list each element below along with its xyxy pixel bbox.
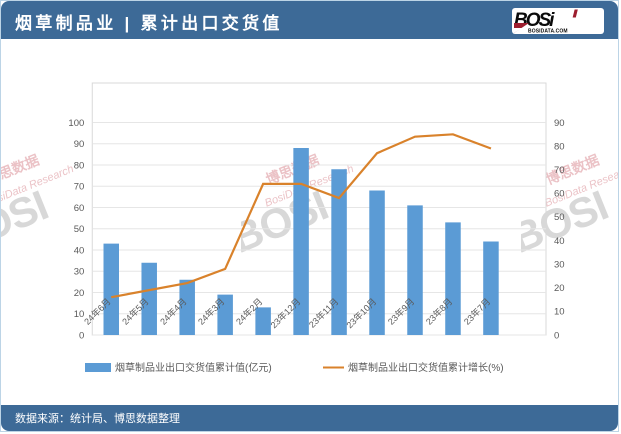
svg-text:50: 50: [74, 224, 85, 235]
svg-text:60: 60: [74, 203, 85, 214]
svg-text:90: 90: [554, 118, 565, 129]
svg-text:40: 40: [554, 236, 565, 247]
svg-text:90: 90: [74, 139, 85, 150]
svg-text:50: 50: [554, 212, 565, 223]
svg-text:20: 20: [554, 283, 565, 294]
svg-text:烟草制品业出口交货值累计增长(%): 烟草制品业出口交货值累计增长(%): [348, 361, 504, 374]
svg-text:30: 30: [74, 267, 85, 278]
svg-text:0: 0: [554, 330, 559, 341]
svg-text:40: 40: [74, 245, 85, 256]
svg-text:10: 10: [554, 307, 565, 318]
svg-text:烟草制品业出口交货值累计值(亿元): 烟草制品业出口交货值累计值(亿元): [115, 361, 272, 374]
svg-text:20: 20: [74, 288, 85, 299]
svg-text:BOSIDATA.COM: BOSIDATA.COM: [528, 29, 568, 35]
svg-text:30: 30: [554, 259, 565, 270]
svg-text:0: 0: [79, 330, 84, 341]
svg-text:80: 80: [554, 141, 565, 152]
svg-text:70: 70: [74, 182, 85, 193]
svg-text:80: 80: [74, 160, 85, 171]
svg-text:60: 60: [554, 189, 565, 200]
svg-text:100: 100: [68, 118, 84, 129]
svg-text:70: 70: [554, 165, 565, 176]
